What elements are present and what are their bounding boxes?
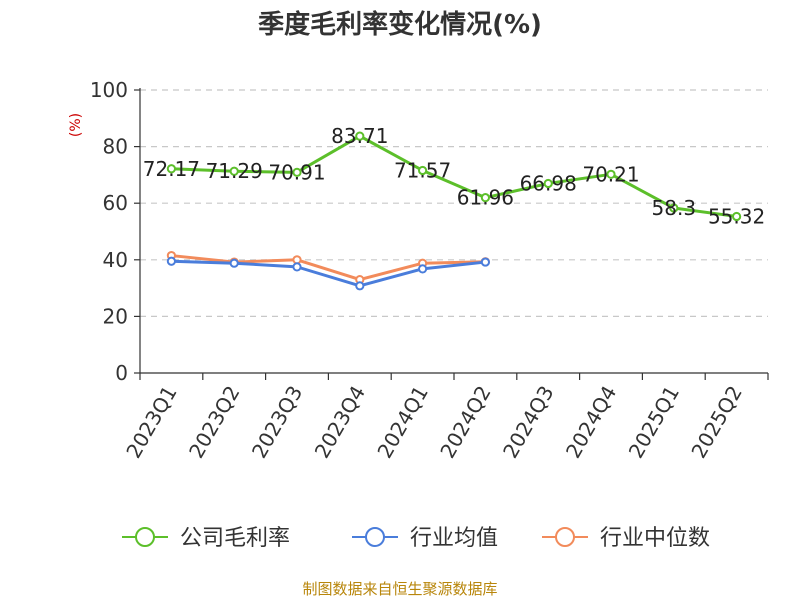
data-label-2023Q3: 70.91 <box>268 160 325 184</box>
series-line-0 <box>171 134 737 218</box>
series-0-point-2024Q1 <box>418 165 428 176</box>
data-label-2025Q2: 55.32 <box>708 204 765 228</box>
series-1-point-2023Q4 <box>355 281 365 291</box>
series-lines <box>166 131 742 291</box>
legend-item-2: 行业中位数 <box>542 526 710 551</box>
y-tick-label-60: 60 <box>103 191 128 215</box>
series-0-point-2023Q2 <box>229 166 239 176</box>
chart-title: 季度毛利率变化情况(%) <box>258 9 542 40</box>
legend-swatch-marker-2 <box>555 527 575 547</box>
series-0-point-2023Q1 <box>166 164 176 174</box>
data-source-note: 制图数据来自恒生聚源数据库 <box>302 580 497 598</box>
legend-label-2: 行业中位数 <box>600 526 710 551</box>
data-label-2024Q4: 70.21 <box>582 162 639 186</box>
y-tick-label-100: 100 <box>90 78 128 102</box>
x-tick-label-2025Q1: 2025Q1 <box>624 382 684 463</box>
x-tick-label-2024Q4: 2024Q4 <box>561 382 621 463</box>
legend: 公司毛利率 行业均值 行业中位数 <box>122 526 710 551</box>
x-tick-label-2025Q2: 2025Q2 <box>686 382 746 463</box>
series-1-point-2024Q1 <box>418 264 428 274</box>
x-tick-label-2024Q1: 2024Q1 <box>372 382 432 463</box>
legend-label-1: 行业均值 <box>410 526 498 551</box>
data-label-2024Q3: 66.98 <box>520 171 577 195</box>
series-0-point-2023Q4 <box>355 131 365 141</box>
y-tick-label-20: 20 <box>103 304 128 328</box>
series-1-point-2023Q3 <box>292 262 302 272</box>
legend-label-0: 公司毛利率 <box>180 526 290 551</box>
data-label-2023Q2: 71.29 <box>206 159 263 183</box>
series-line-2 <box>171 254 486 282</box>
x-tick-label-2023Q3: 2023Q3 <box>247 382 307 463</box>
legend-swatch-marker-1 <box>365 527 385 547</box>
legend-item-0: 公司毛利率 <box>122 526 290 551</box>
legend-item-1: 行业均值 <box>352 526 498 551</box>
x-tick-label-2023Q2: 2023Q2 <box>184 382 244 463</box>
series-1-point-2023Q1 <box>166 256 176 266</box>
series-0-point-2024Q3 <box>543 178 553 189</box>
series-0-point-2024Q4 <box>606 169 616 179</box>
x-tick-label-2023Q4: 2023Q4 <box>310 382 370 463</box>
grid-lines <box>140 89 768 317</box>
y-tick-label-40: 40 <box>103 248 128 272</box>
data-label-2024Q2: 61.96 <box>457 186 514 210</box>
data-label-2023Q4: 83.71 <box>331 124 388 148</box>
series-1-point-2023Q2 <box>229 258 239 268</box>
series-0-point-2025Q2 <box>732 211 742 222</box>
x-tick-label-2024Q3: 2024Q3 <box>498 382 558 463</box>
y-axis-label: (%) <box>68 113 84 137</box>
data-label-2024Q1: 71.57 <box>394 158 451 182</box>
series-0-point-2023Q3 <box>292 167 302 177</box>
y-tick-label-0: 0 <box>115 361 128 385</box>
data-label-2023Q1: 72.17 <box>143 157 200 181</box>
series-0-point-2024Q2 <box>480 193 490 203</box>
series-1-point-2024Q2 <box>480 257 490 267</box>
data-label-2025Q1: 58.3 <box>652 196 697 220</box>
legend-swatch-marker-0 <box>135 527 155 547</box>
x-tick-label-2023Q1: 2023Q1 <box>121 382 181 463</box>
series-line-1 <box>171 259 486 288</box>
y-tick-label-80: 80 <box>103 135 128 159</box>
series-0-point-2025Q1 <box>669 203 679 213</box>
x-tick-label-2024Q2: 2024Q2 <box>435 382 495 463</box>
